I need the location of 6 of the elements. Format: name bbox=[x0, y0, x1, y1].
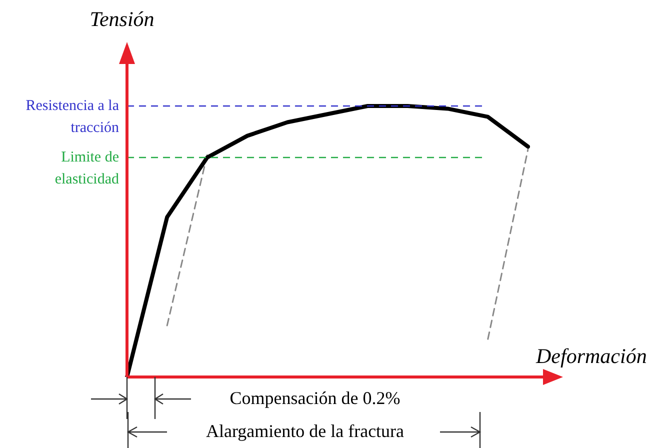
text: Alargamiento de la fractura bbox=[206, 421, 404, 441]
y-axis-title: Tensión bbox=[90, 7, 154, 31]
text: Compensación de 0.2% bbox=[230, 388, 400, 408]
x-axis-title: Deformación bbox=[535, 344, 647, 368]
ref-line-label: Resistencia a la tracción bbox=[26, 98, 120, 136]
ref-line-label: Limite de elasticidad bbox=[54, 149, 120, 188]
